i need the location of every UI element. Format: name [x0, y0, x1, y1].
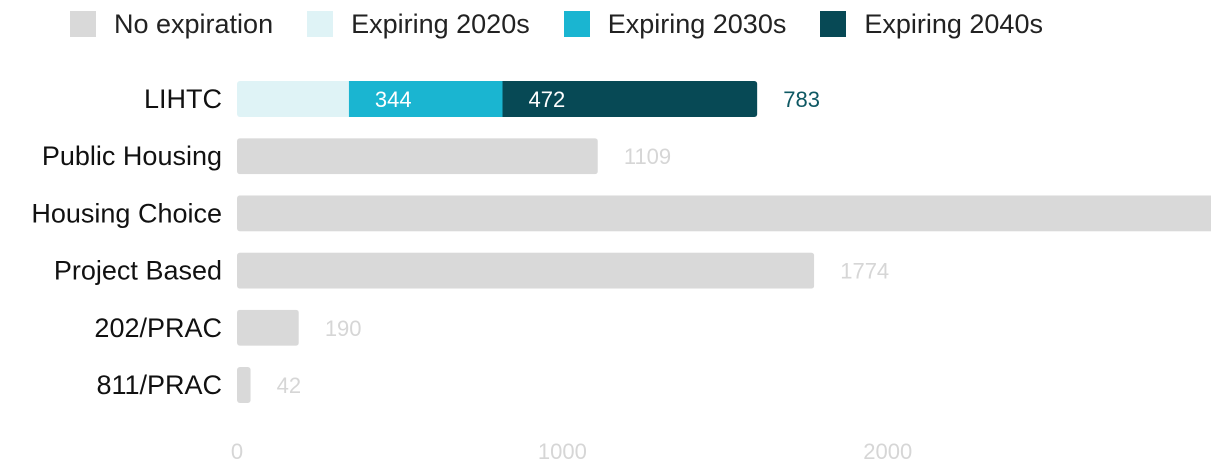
bar-segment-expiring-2020s [237, 81, 349, 117]
legend-item-no-expiration: No expiration [70, 9, 273, 40]
legend-swatch [70, 11, 96, 37]
bar-202-prac [237, 309, 299, 346]
category-label-public-housing: Public Housing [42, 141, 222, 171]
bar-housing-choice [237, 195, 1211, 232]
bar-total-label: 1109 [624, 144, 671, 169]
bar-segment-no-expiration [237, 367, 251, 403]
x-tick-label: 1000 [538, 439, 587, 464]
legend-label: No expiration [114, 8, 274, 39]
legend-item-expiring-2040s: Expiring 2040s [820, 9, 1043, 40]
category-label-811-prac: 811/PRAC [96, 370, 222, 400]
legend-swatch [820, 11, 847, 37]
legend: No expiration Expiring 2020s Expiring 2030… [70, 6, 1077, 42]
legend-label: Expiring 2020s [351, 8, 530, 39]
legend-swatch [563, 11, 590, 37]
legend-item-expiring-2020s: Expiring 2020s [307, 9, 530, 40]
category-label-housing-choice: Housing Choice [31, 198, 222, 228]
legend-swatch [307, 11, 334, 37]
legend-label: Expiring 2040s [864, 8, 1043, 39]
bar-total-label: 42 [277, 373, 301, 398]
bar-segment-no-expiration [237, 252, 815, 289]
bar-lihtc [237, 81, 758, 117]
legend-label: Expiring 2030s [607, 8, 787, 39]
segment-value-label: 344 [375, 87, 412, 112]
bar-public-housing [237, 138, 598, 175]
bar-total-label: 1774 [840, 259, 889, 284]
bar-project-based [237, 252, 815, 289]
bar-811-prac [237, 367, 251, 403]
x-tick-label: 2000 [863, 439, 912, 464]
bar-segment-expiring-2040s [502, 81, 758, 117]
bar-segment-no-expiration [237, 138, 598, 175]
bar-total-label: 783 [783, 87, 820, 112]
bar-segment-expiring-2030s [348, 81, 503, 117]
category-label-lihtc: LIHTC [144, 84, 222, 114]
category-label-project-based: Project Based [54, 256, 222, 286]
bar-total-label: 190 [325, 316, 362, 341]
legend-item-expiring-2030s: Expiring 2030s [563, 8, 787, 40]
x-tick-label: 0 [231, 439, 243, 464]
bar-segment-no-expiration [237, 195, 1211, 232]
segment-value-label: 472 [529, 87, 566, 112]
bar-segment-no-expiration [237, 309, 299, 346]
category-label-202-prac: 202/PRAC [94, 313, 222, 343]
